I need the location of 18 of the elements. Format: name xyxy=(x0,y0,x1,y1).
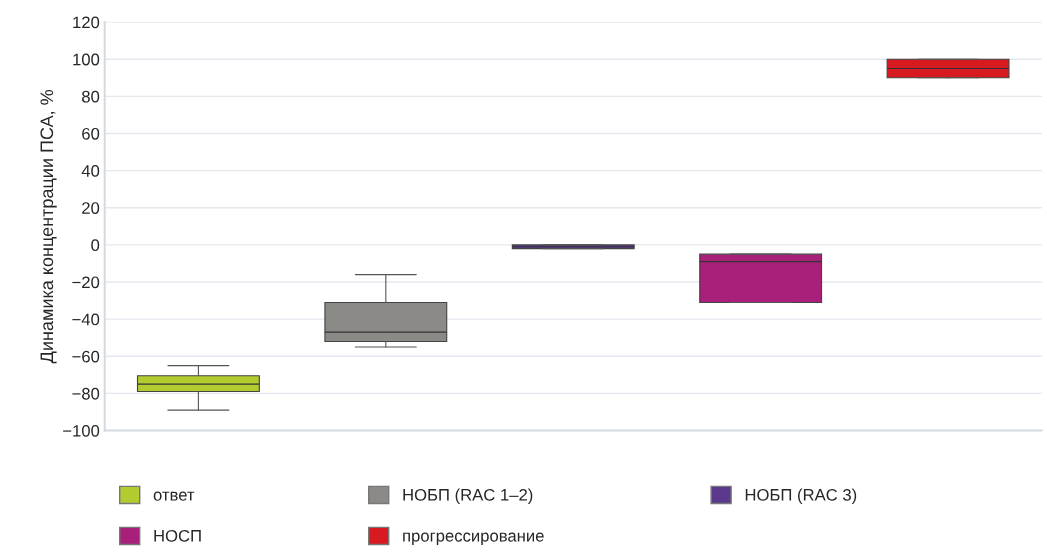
y-tick-label: 20 xyxy=(82,202,100,214)
y-tick-label: −100 xyxy=(63,424,100,437)
legend-label: НОБП (RAC 3) xyxy=(745,488,857,505)
y-tick-label: 60 xyxy=(82,127,100,140)
y-tick-label: −60 xyxy=(72,350,100,363)
legend-label: НОБП (RAC 1–2) xyxy=(403,488,533,505)
legend-label: прогрессирование xyxy=(403,532,544,545)
y-tick-label: −80 xyxy=(72,387,100,400)
legend-label: ответ xyxy=(153,491,195,501)
y-tick-label: 0 xyxy=(91,239,100,252)
y-tick-label: 120 xyxy=(73,16,100,29)
y-tick-label: −40 xyxy=(72,313,100,326)
y-axis-title: Динамика концентрации ПСА, % xyxy=(40,89,57,364)
y-tick-label: 80 xyxy=(82,90,100,103)
y-tick-label: −20 xyxy=(72,276,100,289)
y-tick-label: 40 xyxy=(81,165,100,177)
y-tick-label: 100 xyxy=(73,53,100,66)
legend-label: НОСП xyxy=(154,529,201,542)
